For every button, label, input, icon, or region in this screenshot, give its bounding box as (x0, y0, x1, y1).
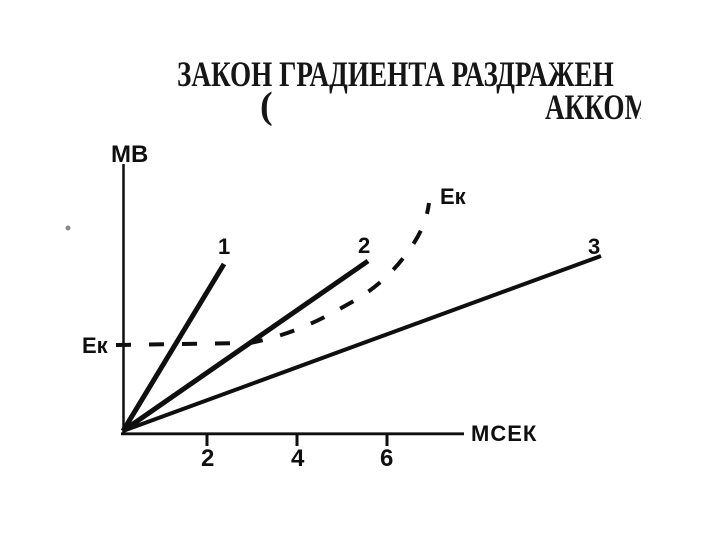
x-tick-label-4: 4 (291, 445, 305, 472)
stimulus-line-1 (120, 262, 227, 433)
critical-level-dashed-curve (115, 202, 431, 347)
slide-title-open-paren: ( (260, 85, 273, 127)
y-axis-label: МВ (111, 141, 148, 168)
slide-title-line2-clip: АККОМ (545, 86, 641, 124)
stimulus-line-2 (121, 258, 370, 434)
line-2-label: 2 (358, 233, 370, 258)
line-3-label: 3 (588, 234, 600, 259)
line-1-label: 1 (218, 234, 230, 259)
x-tick-label-6: 6 (380, 445, 393, 472)
stimulus-line-3 (122, 254, 602, 433)
x-tick-label-2: 2 (201, 445, 214, 472)
critical-level-axis-label: Ек (82, 333, 109, 358)
slide-title-line1: ЗАКОН ГРАДИЕНТА РАЗДРАЖЕН (177, 54, 614, 94)
slide-title-line2-right: АККОМ (545, 87, 641, 124)
x-axis-label: МСЕК (471, 421, 537, 446)
stray-dot (65, 225, 71, 231)
accommodation-curve-label: Ек (440, 184, 467, 209)
